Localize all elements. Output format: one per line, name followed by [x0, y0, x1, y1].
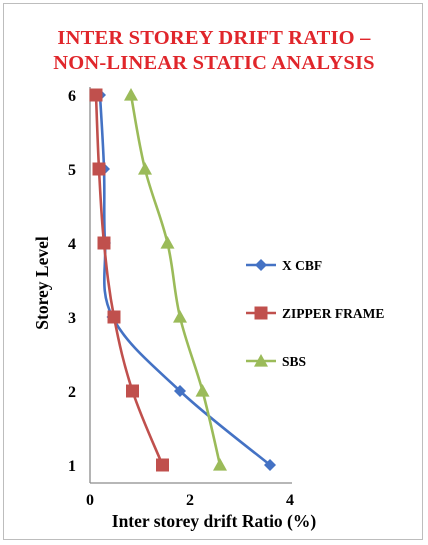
data-point-2	[124, 88, 138, 101]
chart-title-line-2: NON-LINEAR STATIC ANALYSIS	[53, 52, 375, 74]
chart-title-line-1: INTER STOREY DRIFT RATIO –	[57, 27, 371, 49]
data-point-1	[97, 236, 111, 250]
data-point-0	[174, 385, 186, 397]
data-point-1	[107, 310, 121, 324]
legend-marker-0	[255, 259, 267, 271]
x-tick-label: 2	[186, 492, 194, 509]
y-tick-label: 5	[68, 162, 76, 179]
y-tick-label: 3	[68, 310, 76, 327]
y-tick-label: 6	[68, 88, 76, 105]
legend-label-0: X CBF	[282, 258, 322, 273]
chart-title: INTER STOREY DRIFT RATIO – NON-LINEAR ST…	[10, 26, 418, 76]
series-line-0	[98, 94, 271, 467]
data-point-2	[160, 236, 175, 249]
axes	[89, 87, 292, 484]
legend-marker-1	[254, 306, 268, 320]
y-tick-label: 2	[68, 384, 76, 401]
series-line-2	[129, 94, 222, 466]
x-tick-label: 0	[86, 492, 94, 509]
legend-label-2: SBS	[282, 354, 306, 369]
data-point-2	[138, 162, 152, 175]
data-point-0	[264, 459, 276, 471]
data-point-1	[156, 458, 169, 472]
data-point-2	[195, 384, 210, 397]
y-tick-label: 4	[68, 236, 76, 253]
y-tick-label: 1	[68, 458, 76, 475]
data-point-2	[213, 458, 227, 471]
series-line-1	[94, 94, 164, 466]
data-point-1	[92, 162, 106, 176]
x-tick-label: 4	[286, 492, 294, 509]
series-markers	[89, 88, 276, 472]
legend-marker-2	[254, 354, 268, 367]
data-point-1	[126, 384, 139, 398]
legend: X CBF ZIPPER FRAME SBS	[246, 258, 384, 369]
legend-label-1: ZIPPER FRAME	[282, 306, 384, 321]
data-point-2	[173, 310, 187, 323]
y-axis-title: Storey Level	[32, 236, 52, 330]
tick-labels: 1 2 3 4 5 6 0 2 4	[68, 88, 294, 509]
x-axis-title: Inter storey drift Ratio (%)	[112, 511, 317, 531]
series-lines	[94, 94, 271, 467]
chart-frame	[3, 3, 423, 540]
data-point-1	[89, 88, 103, 102]
